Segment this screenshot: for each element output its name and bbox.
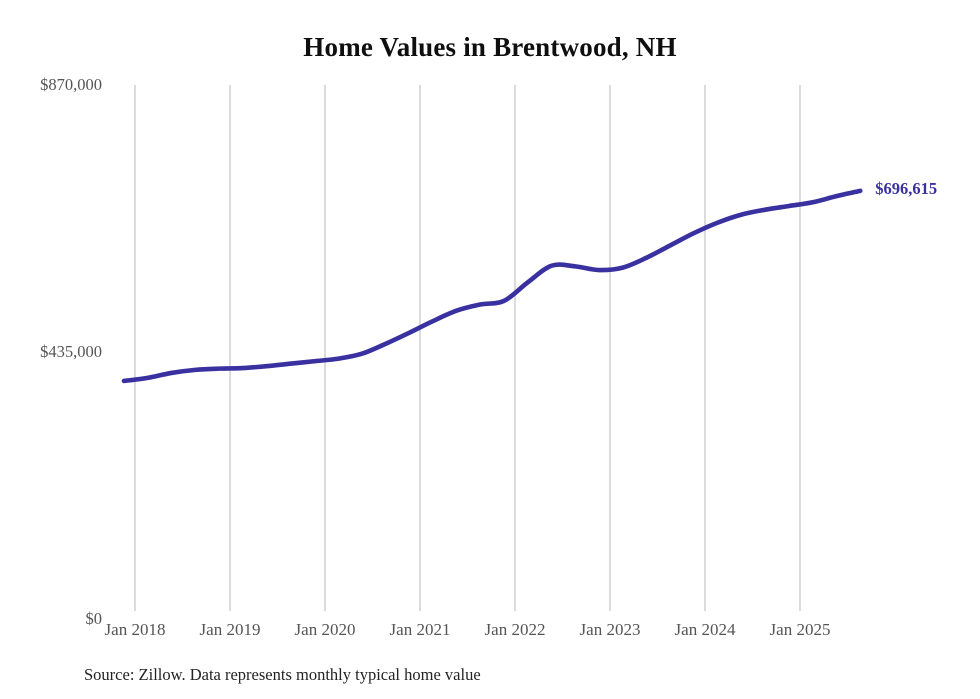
x-axis-tick-label-jan-2020: Jan 2020 (294, 620, 356, 639)
x-axis-tick-label-jan-2021: Jan 2021 (389, 620, 451, 639)
x-axis-tick-label-jan-2019: Jan 2019 (199, 620, 261, 639)
x-axis-tick-label-jan-2023: Jan 2023 (579, 620, 641, 639)
y-axis-tick-label-870000: $870,000 (40, 75, 102, 94)
x-axis-tick-label-jan-2018: Jan 2018 (104, 620, 166, 639)
source-note: Source: Zillow. Data represents monthly … (84, 665, 481, 684)
y-axis-tick-label-0: $0 (85, 609, 103, 628)
x-axis-tick-label-jan-2022: Jan 2022 (484, 620, 546, 639)
end-value-data-label: $696,615 (875, 178, 938, 198)
home-value-series-line (121, 188, 863, 384)
x-axis-tick-label-jan-2025: Jan 2025 (769, 620, 831, 639)
chart-title: Home Values in Brentwood, NH (303, 32, 677, 62)
y-axis-tick-label-435000: $435,000 (40, 342, 102, 361)
vertical-gridlines (134, 85, 801, 611)
x-axis-tick-label-jan-2024: Jan 2024 (674, 620, 736, 639)
